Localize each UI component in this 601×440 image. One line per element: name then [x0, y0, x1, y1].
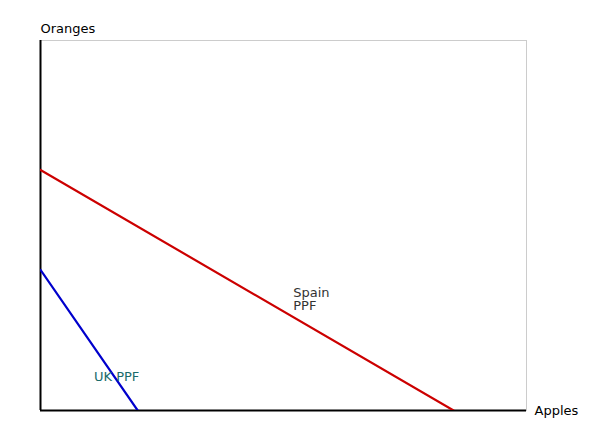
svg-text:Oranges: Oranges	[41, 21, 96, 36]
svg-text:SpainPPF: SpainPPF	[293, 285, 329, 313]
svg-text:Apples: Apples	[535, 403, 579, 418]
svg-text:UK PPF: UK PPF	[94, 369, 139, 384]
